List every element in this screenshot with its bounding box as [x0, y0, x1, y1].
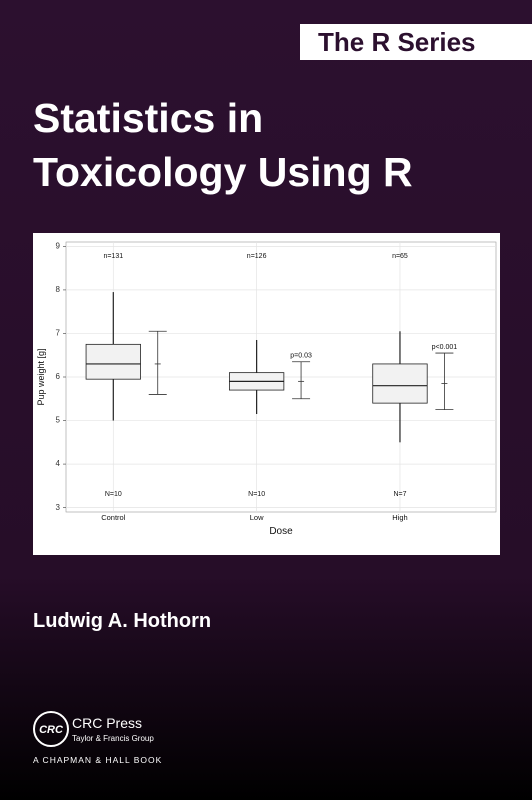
title-line: Statistics in — [33, 95, 263, 141]
series-badge — [300, 24, 532, 60]
logo-ring — [33, 711, 69, 747]
y-tick-label: 8 — [56, 285, 61, 294]
title-line: Toxicology Using R — [33, 149, 413, 195]
n-label: N=10 — [248, 491, 265, 498]
n-label: N=10 — [105, 491, 122, 498]
p-value: p<0.001 — [432, 344, 458, 351]
y-tick-label: 5 — [56, 416, 61, 425]
p-value: p=0.03 — [290, 353, 312, 360]
x-tick-label: High — [392, 513, 407, 522]
y-tick-label: 7 — [56, 329, 61, 338]
imprint: A CHAPMAN & HALL BOOK — [33, 755, 162, 765]
x-tick-label: Control — [101, 513, 126, 522]
series-label: The R Series — [318, 27, 476, 57]
box — [85, 343, 141, 380]
y-tick-label: 9 — [56, 241, 61, 250]
logo-text: CRC — [39, 724, 64, 736]
y-tick-label: 3 — [56, 503, 61, 512]
x-tick-label: Low — [250, 513, 264, 522]
y-tick-label: 4 — [56, 459, 61, 468]
n-label: N=7 — [393, 491, 406, 498]
n-label: n=131 — [103, 253, 123, 260]
chart: 3 4 5 6 7 8 9 Pup weight [g] Dose Control n=131 N=1… — [36, 241, 497, 537]
y-tick-label: 6 — [56, 372, 61, 381]
publisher-group: Taylor & Francis Group — [72, 734, 154, 743]
box — [372, 363, 428, 404]
n-label: n=126 — [247, 253, 267, 260]
publisher-name: CRC Press — [72, 715, 142, 731]
x-axis-label: Dose — [269, 526, 293, 537]
n-label: n=65 — [392, 253, 408, 260]
author: Ludwig A. Hothorn — [33, 610, 211, 632]
y-axis-label: Pup weight [g] — [36, 348, 46, 405]
